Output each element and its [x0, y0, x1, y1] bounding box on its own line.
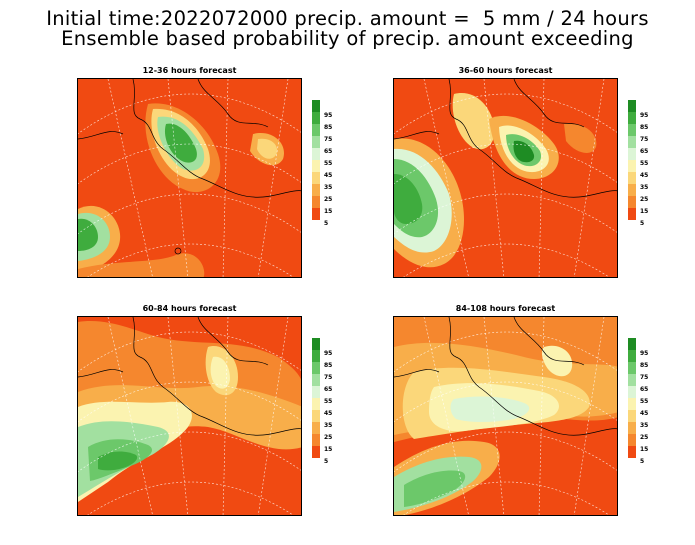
colorbar-label: 85 [324, 362, 333, 369]
colorbar-label: 55 [324, 160, 333, 167]
panel-title: 60-84 hours forecast [142, 304, 237, 313]
colorbar-label: 5 [640, 220, 645, 227]
colorbar-label: 5 [640, 458, 645, 465]
colorbar-label: 75 [640, 374, 649, 381]
colorbar-label: 85 [640, 362, 649, 369]
colorbar-label: 55 [640, 160, 649, 167]
colorbar-label: 65 [640, 148, 649, 155]
colorbar-label: 15 [324, 446, 333, 453]
colorbar-label: 95 [640, 112, 649, 119]
colorbar-label: 15 [640, 446, 649, 453]
colorbar-label: 25 [640, 434, 649, 441]
colorbar-label: 15 [640, 208, 649, 215]
colorbar-label: 65 [640, 386, 649, 393]
title-line-1: Initial time:2022072000 precip. amount =… [46, 7, 649, 30]
probability-map [393, 78, 618, 278]
panel-title: 12-36 hours forecast [142, 66, 237, 75]
panel-title: 36-60 hours forecast [458, 66, 553, 75]
colorbar: 95 85 75 65 55 45 35 25 15 5 [628, 338, 648, 465]
colorbar-label: 35 [324, 422, 333, 429]
colorbar-label: 35 [640, 184, 649, 191]
colorbar-label: 55 [324, 398, 333, 405]
colorbar-label: 15 [324, 208, 333, 215]
title-line-2: Ensemble based probability of precip. am… [61, 27, 634, 50]
panel-title: 84-108 hours forecast [455, 304, 556, 313]
colorbar: 95 85 75 65 55 45 35 25 15 5 [312, 338, 332, 465]
colorbar-label: 95 [324, 112, 333, 119]
probability-map [393, 316, 618, 516]
colorbar-label: 25 [324, 196, 333, 203]
colorbar-label: 85 [640, 124, 649, 131]
colorbar-label: 75 [324, 374, 333, 381]
colorbar-label: 95 [324, 350, 333, 357]
colorbar-label: 75 [640, 136, 649, 143]
colorbar-label: 55 [640, 398, 649, 405]
colorbar-label: 95 [640, 350, 649, 357]
colorbar-label: 5 [324, 220, 329, 227]
probability-map [77, 316, 302, 516]
colorbar-label: 5 [324, 458, 329, 465]
colorbar-label: 35 [640, 422, 649, 429]
probability-map [77, 78, 302, 278]
colorbar-label: 45 [324, 410, 333, 417]
colorbar: 95 85 75 65 55 45 35 25 15 5 [628, 100, 648, 227]
colorbar-label: 45 [640, 410, 649, 417]
colorbar-label: 65 [324, 148, 333, 155]
colorbar-label: 25 [640, 196, 649, 203]
colorbar-label: 45 [324, 172, 333, 179]
colorbar-label: 25 [324, 434, 333, 441]
colorbar-label: 75 [324, 136, 333, 143]
colorbar: 95 85 75 65 55 45 35 25 15 5 [312, 100, 332, 227]
colorbar-label: 85 [324, 124, 333, 131]
colorbar-label: 65 [324, 386, 333, 393]
colorbar-label: 45 [640, 172, 649, 179]
colorbar-label: 35 [324, 184, 333, 191]
